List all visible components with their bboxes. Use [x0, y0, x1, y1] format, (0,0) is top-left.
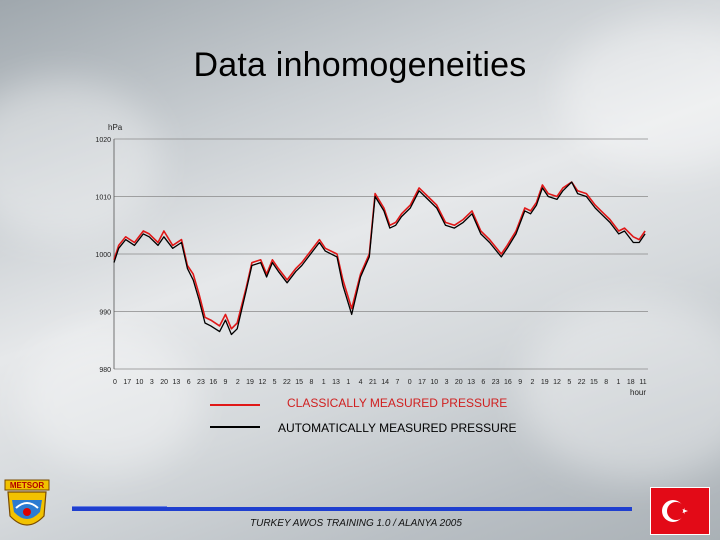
x-tick-label: 12 [258, 379, 266, 386]
legend-swatch-automatic [210, 426, 260, 428]
y-axis-label: hPa [108, 123, 123, 132]
x-tick-label: 4 [359, 379, 363, 386]
x-tick-label: 15 [295, 379, 303, 386]
x-tick-label: 20 [160, 379, 168, 386]
footer-rule-accent [72, 506, 167, 507]
x-tick-label: 13 [332, 379, 340, 386]
x-tick-label: 10 [136, 379, 144, 386]
x-tick-label: 6 [481, 379, 485, 386]
footer-rule [72, 507, 632, 511]
y-tick-label: 1020 [95, 137, 111, 144]
y-tick-labels: 1020 1010 1000 990 980 [95, 137, 111, 374]
x-tick-label: 13 [467, 379, 475, 386]
slide-title: Data inhomogeneities [193, 46, 527, 84]
x-tick-label: 18 [627, 379, 635, 386]
x-tick-label: 3 [445, 379, 449, 386]
x-tick-label: 17 [418, 379, 426, 386]
x-tick-label: 12 [553, 379, 561, 386]
x-tick-label: 9 [224, 379, 228, 386]
x-tick-labels: 0 17 10 3 20 13 6 23 16 9 2 19 12 5 22 15 8 1 13 1 4 21 14 7 0 17… [113, 379, 647, 386]
x-tick-label: 11 [639, 379, 646, 386]
logo-text: METSOR [10, 481, 44, 490]
x-tick-label: 13 [172, 379, 180, 386]
x-tick-label: 19 [541, 379, 549, 386]
x-tick-label: 17 [123, 379, 131, 386]
x-tick-label: 9 [518, 379, 522, 386]
x-tick-label: 8 [604, 379, 608, 386]
y-tick-label: 990 [99, 310, 111, 317]
x-tick-label: 8 [310, 379, 314, 386]
x-tick-label: 0 [408, 379, 412, 386]
y-tick-label: 1010 [95, 195, 111, 202]
y-tick-label: 1000 [95, 252, 111, 259]
x-tick-label: 21 [369, 379, 377, 386]
x-tick-label: 6 [187, 379, 191, 386]
x-tick-label: 1 [322, 379, 326, 386]
x-tick-label: 0 [113, 379, 117, 386]
legend-swatch-classical [210, 404, 260, 406]
y-tick-label: 980 [99, 367, 111, 374]
legend-label-automatic: AUTOMATICALLY MEASURED PRESSURE [278, 421, 517, 435]
x-tick-label: 23 [492, 379, 500, 386]
x-tick-label: 5 [567, 379, 571, 386]
x-tick-label: 2 [236, 379, 240, 386]
x-tick-label: 2 [531, 379, 535, 386]
x-tick-label: 3 [150, 379, 154, 386]
x-tick-label: 16 [209, 379, 217, 386]
x-tick-label: 22 [578, 379, 586, 386]
x-axis-label: hour [630, 388, 646, 397]
gridlines [113, 138, 648, 370]
x-tick-label: 1 [346, 379, 350, 386]
series-lines [113, 181, 646, 336]
metsor-logo-icon: METSOR [4, 479, 50, 526]
x-tick-label: 23 [197, 379, 205, 386]
x-tick-label: 14 [381, 379, 389, 386]
footer-text: TURKEY AWOS TRAINING 1.0 / ALANYA 2005 [250, 518, 462, 529]
x-tick-label: 10 [430, 379, 438, 386]
x-tick-label: 7 [395, 379, 399, 386]
x-tick-label: 15 [590, 379, 598, 386]
x-tick-label: 1 [616, 379, 620, 386]
x-tick-label: 20 [455, 379, 463, 386]
x-tick-label: 19 [246, 379, 254, 386]
x-tick-label: 22 [283, 379, 291, 386]
series-line-automatic [113, 181, 646, 336]
x-tick-label: 16 [504, 379, 512, 386]
legend-label-classical: CLASSICALLY MEASURED PRESSURE [287, 396, 508, 410]
turkey-flag-icon [650, 487, 710, 535]
x-tick-label: 5 [273, 379, 277, 386]
